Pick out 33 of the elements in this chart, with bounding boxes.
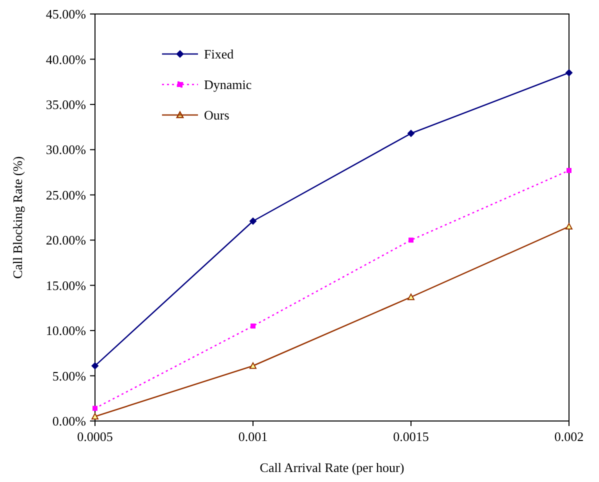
y-tick-label: 0.00% [52,414,86,429]
y-tick-label: 25.00% [46,187,86,202]
legend-label: Dynamic [204,77,252,92]
legend-entry: Ours [161,108,230,123]
point [408,238,414,243]
point [92,362,98,370]
legend-entry: Fixed [161,46,234,62]
point [566,223,572,230]
point [408,294,414,300]
x-tick-label: 0.0015 [393,429,429,444]
point [250,324,256,329]
x-axis-title: Call Arrival Rate (per hour) [260,460,404,475]
point [566,69,572,76]
y-tick-label: 45.00% [46,6,86,22]
y-tick-label: 40.00% [46,52,86,67]
y-tick-label: 35.00% [46,96,86,112]
point [250,362,256,369]
point [566,168,572,173]
x-tick-label: 0.002 [554,429,584,444]
y-tick-label: 5.00% [52,368,86,384]
point [250,218,256,225]
y-axis-title: Call Blocking Rate (%) [10,156,25,279]
legend-label: Ours [204,108,230,123]
point [92,406,98,411]
x-tick-label: 0.0005 [77,429,113,444]
y-tick-label: 10.00% [46,323,86,338]
legend-label: Fixed [204,46,234,62]
legend-entry: Dynamic [161,77,252,92]
x-tick-label: 0.001 [238,429,268,444]
y-tick-label: 20.00% [46,232,86,248]
y-tick-label: 30.00% [46,142,86,158]
point [408,130,414,137]
y-tick-label: 15.00% [46,278,86,293]
